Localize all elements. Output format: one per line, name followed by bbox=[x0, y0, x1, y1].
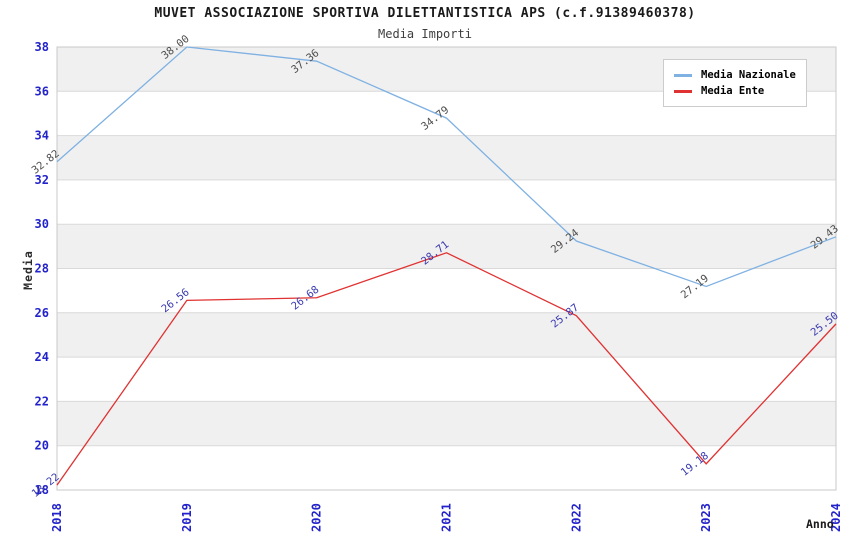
legend-label: Media Nazionale bbox=[701, 69, 796, 81]
x-tick-label: 2022 bbox=[569, 503, 583, 532]
y-tick-label: 24 bbox=[35, 350, 49, 364]
y-tick-label: 18 bbox=[35, 483, 49, 497]
x-tick-label: 2020 bbox=[310, 503, 324, 532]
x-tick-label: 2024 bbox=[829, 503, 843, 532]
legend-line-swatch bbox=[674, 89, 692, 93]
y-tick-label: 36 bbox=[35, 84, 49, 98]
y-tick-label: 20 bbox=[35, 439, 49, 453]
x-tick-label: 2023 bbox=[699, 503, 713, 532]
x-tick-label: 2018 bbox=[50, 503, 64, 532]
plot-border bbox=[56, 46, 837, 491]
chart-title: MUVET ASSOCIAZIONE SPORTIVA DILETTANTIST… bbox=[154, 6, 696, 21]
plot-band bbox=[57, 401, 836, 446]
legend-item: Media Nazionale bbox=[674, 67, 798, 83]
plot-band bbox=[57, 312, 836, 358]
y-tick-label: 22 bbox=[35, 394, 49, 408]
x-axis-title: Anno bbox=[806, 517, 834, 531]
y-tick-label: 32 bbox=[35, 173, 49, 187]
y-tick-label: 38 bbox=[35, 40, 49, 54]
x-tick-label: 2021 bbox=[440, 503, 454, 532]
y-axis-title: Media bbox=[21, 250, 35, 290]
y-tick-label: 30 bbox=[35, 217, 49, 231]
legend-label: Media Ente bbox=[701, 85, 765, 97]
x-tick-label: 2019 bbox=[180, 503, 194, 532]
plot-band bbox=[57, 224, 836, 269]
legend-item: Media Ente bbox=[674, 83, 798, 99]
chart-subtitle: Media Importi bbox=[378, 27, 472, 41]
legend: Media Nazionale Media Ente bbox=[663, 59, 807, 107]
y-tick-label: 34 bbox=[35, 129, 49, 143]
y-tick-label: 26 bbox=[35, 306, 49, 320]
y-tick-label: 28 bbox=[35, 262, 49, 276]
legend-line-swatch bbox=[674, 73, 692, 77]
plot-band bbox=[57, 135, 836, 180]
series-line-media-nazionale bbox=[56, 46, 837, 288]
series-line-media-ente bbox=[56, 252, 837, 486]
